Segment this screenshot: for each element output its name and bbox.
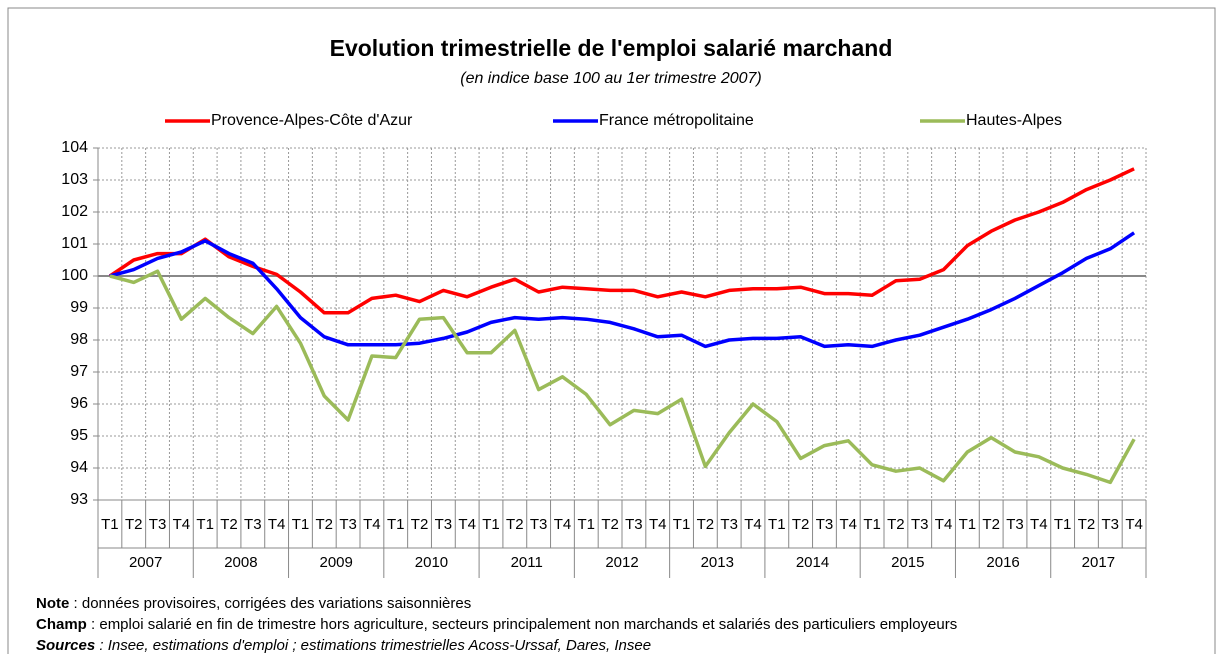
year-label: 2014 (796, 554, 829, 571)
y-tick-label: 93 (70, 491, 88, 508)
y-tick-label: 95 (70, 427, 88, 444)
chart-subtitle: (en indice base 100 au 1er trimestre 200… (460, 70, 762, 87)
legend-label: France métropolitaine (599, 112, 754, 129)
x-tick-label: T4 (1030, 516, 1048, 533)
y-tick-label: 103 (61, 171, 88, 188)
x-tick-label: T3 (1006, 516, 1024, 533)
x-tick-label: T4 (458, 516, 476, 533)
series-line (109, 269, 1136, 485)
x-tick-label: T2 (1078, 516, 1096, 533)
year-label: 2015 (891, 554, 924, 571)
x-tick-label: T1 (673, 516, 691, 533)
x-tick-label: T4 (1125, 516, 1143, 533)
year-label: 2008 (224, 554, 257, 571)
y-tick-label: 94 (70, 459, 88, 476)
x-tick-label: T1 (292, 516, 310, 533)
x-tick-label: T1 (196, 516, 214, 533)
series-line (108, 167, 1135, 315)
year-label: 2012 (605, 554, 638, 571)
x-tick-label: T2 (125, 516, 143, 533)
x-tick-label: T1 (768, 516, 786, 533)
x-tick-label: T2 (792, 516, 810, 533)
y-tick-label: 102 (61, 203, 88, 220)
x-tick-label: T3 (625, 516, 643, 533)
x-tick-label: T3 (720, 516, 738, 533)
y-tick-label: 99 (70, 299, 88, 316)
year-label: 2017 (1082, 554, 1115, 571)
x-tick-label: T4 (744, 516, 762, 533)
x-tick-label: T2 (220, 516, 238, 533)
x-tick-label: T4 (173, 516, 191, 533)
x-tick-label: T3 (1102, 516, 1120, 533)
year-label: 2011 (511, 554, 543, 571)
series-line (109, 231, 1136, 349)
note-label: Sources (36, 637, 95, 654)
chart-title: Evolution trimestrielle de l'emploi sala… (330, 35, 893, 61)
x-tick-label: T3 (911, 516, 929, 533)
x-tick-label: T1 (482, 516, 500, 533)
legend-label: Hautes-Alpes (966, 112, 1062, 129)
note: Champ : emploi salarié en fin de trimest… (36, 616, 957, 633)
note: Note : données provisoires, corrigées de… (36, 595, 471, 612)
y-tick-label: 100 (61, 267, 88, 284)
year-label: 2013 (701, 554, 734, 571)
year-label: 2007 (129, 554, 162, 571)
x-tick-label: T2 (411, 516, 429, 533)
x-tick-label: T1 (387, 516, 405, 533)
x-tick-label: T1 (101, 516, 119, 533)
x-tick-label: T3 (816, 516, 834, 533)
x-tick-label: T2 (601, 516, 619, 533)
x-tick-label: T1 (578, 516, 596, 533)
x-tick-label: T3 (149, 516, 167, 533)
year-label: 2009 (319, 554, 352, 571)
note-label: Champ (36, 616, 87, 633)
x-tick-label: T3 (339, 516, 357, 533)
x-tick-label: T4 (840, 516, 858, 533)
note-label: Note (36, 595, 69, 612)
x-tick-label: T4 (649, 516, 667, 533)
x-tick-label: T4 (935, 516, 953, 533)
x-tick-label: T2 (506, 516, 524, 533)
note: Sources : Insee, estimations d'emploi ; … (36, 637, 651, 654)
note-text: : Insee, estimations d'emploi ; estimati… (95, 637, 651, 654)
x-tick-label: T4 (554, 516, 572, 533)
y-tick-label: 104 (61, 139, 88, 156)
x-tick-label: T4 (268, 516, 286, 533)
x-tick-label: T2 (697, 516, 715, 533)
x-tick-label: T2 (887, 516, 905, 533)
x-tick-label: T3 (530, 516, 548, 533)
x-tick-label: T2 (982, 516, 1000, 533)
x-tick-label: T2 (316, 516, 334, 533)
y-tick-label: 101 (61, 235, 88, 252)
year-label: 2016 (986, 554, 1019, 571)
note-text: : données provisoires, corrigées des var… (69, 595, 471, 612)
legend-label: Provence-Alpes-Côte d'Azur (211, 112, 413, 129)
year-label: 2010 (415, 554, 448, 571)
x-tick-label: T1 (863, 516, 881, 533)
x-tick-label: T4 (363, 516, 381, 533)
note-text: : emploi salarié en fin de trimestre hor… (87, 616, 957, 633)
x-tick-label: T1 (1054, 516, 1072, 533)
chart-border (7, 7, 1216, 654)
x-tick-label: T3 (244, 516, 262, 533)
x-tick-label: T1 (959, 516, 977, 533)
y-tick-label: 98 (70, 331, 88, 348)
y-tick-label: 96 (70, 395, 88, 412)
x-tick-label: T3 (435, 516, 453, 533)
y-tick-label: 97 (70, 363, 88, 380)
